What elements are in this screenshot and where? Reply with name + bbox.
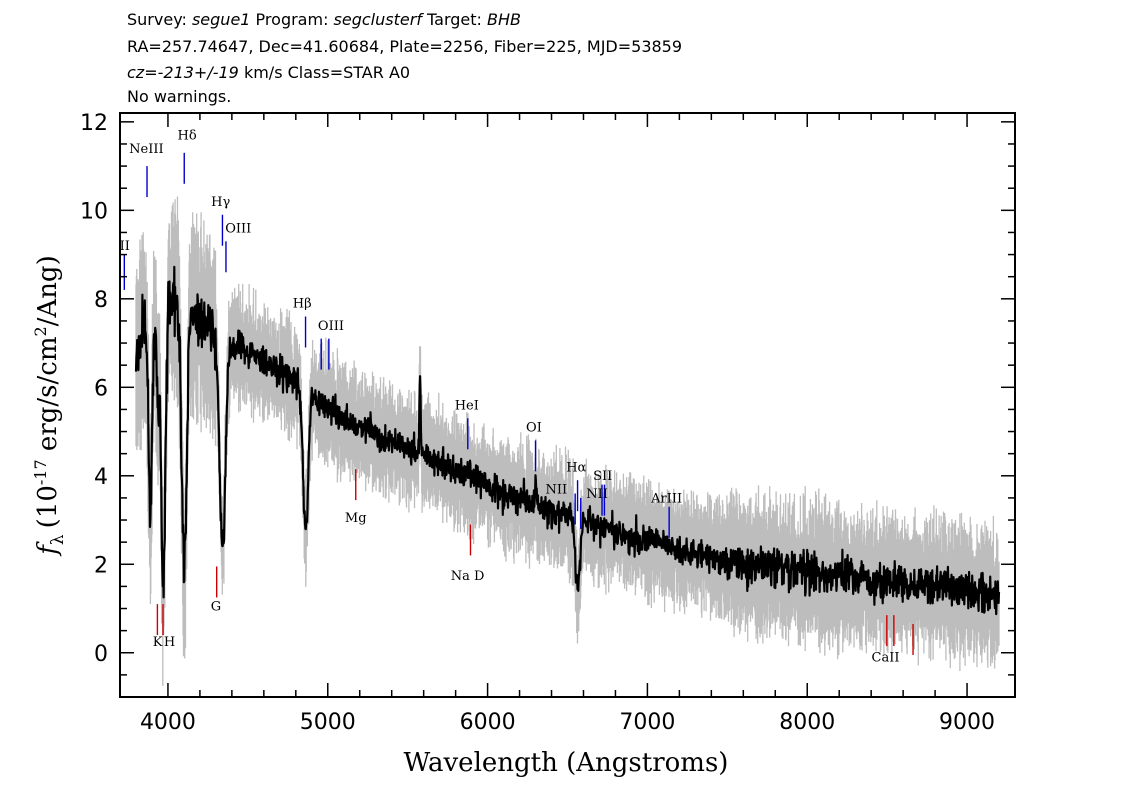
tick-label-layer: 4000 5000 6000 7000 8000 9000 0 2 4 6 8 10 12 (80, 111, 995, 735)
x-tick-label: 4000 (140, 710, 196, 735)
emission-line-label: NII (545, 482, 567, 497)
x-tick-label: 7000 (619, 710, 675, 735)
emission-line-label: OIII (225, 221, 251, 236)
spectrum-layer (134, 265, 1001, 616)
absorption-line-label: H (164, 635, 175, 650)
emission-line-label: Hδ (178, 129, 197, 144)
y-axis-mid: erg/s/cm (33, 337, 63, 460)
plot-frame (119, 112, 1016, 698)
y-tick-label: 2 (94, 553, 108, 578)
y-tick-label: 0 (94, 642, 108, 667)
emission-line-label: ArIII (650, 491, 682, 506)
y-axis-exponent-2: 2 (31, 326, 50, 336)
emission-line-label: Hβ (293, 297, 312, 312)
program-value: segclusterf (333, 10, 422, 29)
y-tick-label: 8 (94, 288, 108, 313)
flux-spectrum-line (134, 265, 1001, 616)
chart-header-line-2: RA=257.74647, Dec=41.60684, Plate=2256, … (127, 37, 683, 56)
emission-line-label: Hα (566, 460, 586, 475)
chart-header-line-3: cz=-213+/-19 km/s Class=STAR A0 (127, 63, 410, 83)
y-tick-label: 4 (94, 465, 108, 490)
x-tick-label: 5000 (300, 710, 356, 735)
chart-header-line-1: Survey: segue1 Program: segclusterf Targ… (127, 10, 521, 30)
emission-line-label: OIII (318, 319, 344, 334)
emission-line-label: NII (586, 487, 608, 502)
y-axis-post: /Ang) (33, 255, 63, 326)
emission-line-label: NeIII (129, 142, 163, 157)
class-text: km/s Class=STAR A0 (238, 63, 411, 82)
survey-value: segue1 (191, 10, 251, 29)
cz-value: -213+/-19 (157, 63, 239, 82)
absorption-line-label: Mg (345, 511, 367, 526)
cz-prefix: cz= (127, 63, 158, 82)
x-axis-title: Wavelength (Angstroms) (404, 748, 729, 778)
survey-label: Survey: (127, 10, 192, 29)
x-tick-label: 9000 (939, 710, 995, 735)
absorption-line-label: Na D (451, 569, 485, 584)
x-tick-label: 8000 (779, 710, 835, 735)
program-label: Program: (250, 10, 334, 29)
plot-frame-layer (119, 112, 1016, 698)
y-axis-exponent: -17 (31, 459, 50, 485)
y-axis-pre: (10 (33, 485, 63, 528)
emission-line-label: II (120, 239, 130, 254)
y-tick-label: 10 (80, 199, 108, 224)
y-axis-subscript: λ (48, 534, 68, 545)
x-tick-label: 6000 (460, 710, 516, 735)
absorption-line-label: G (211, 600, 221, 615)
emission-line-label: SII (593, 469, 612, 484)
y-axis-title: fλ(10-17 erg/s/cm2/Ang) (31, 255, 68, 556)
emission-line-label: HeI (455, 398, 479, 413)
absorption-line-label: CaII (872, 651, 900, 666)
line-marker-layer: NeIIIHδHγOIIIIIHβOIIIHeIOINIIHαNIISIIArI… (120, 129, 914, 666)
target-value: BHB (487, 10, 521, 29)
emission-line-label: OI (526, 421, 542, 436)
target-label: Target: (421, 10, 487, 29)
y-tick-label: 6 (94, 376, 108, 401)
emission-line-label: Hγ (211, 195, 230, 210)
y-tick-label: 12 (80, 111, 108, 136)
error-band (135, 196, 1000, 686)
chart-header-line-4: No warnings. (127, 87, 232, 106)
error-band-layer (135, 196, 1000, 686)
absorption-line-label: K (153, 635, 163, 650)
